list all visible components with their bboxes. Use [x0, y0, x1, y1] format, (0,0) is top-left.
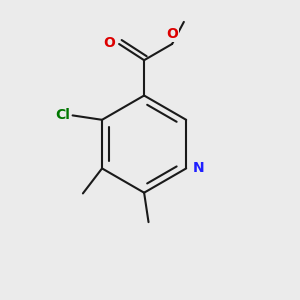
Text: Cl: Cl [56, 108, 70, 122]
Text: O: O [104, 35, 116, 50]
Text: N: N [193, 161, 204, 176]
Text: O: O [167, 27, 178, 41]
